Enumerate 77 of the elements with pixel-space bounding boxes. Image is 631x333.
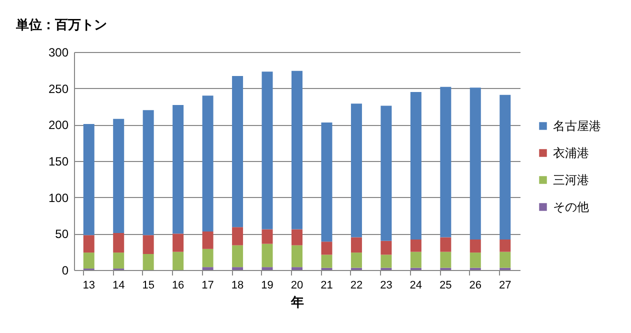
bar <box>172 234 184 252</box>
x-tick-label: 22 <box>350 280 363 292</box>
bar <box>500 94 511 240</box>
bar <box>142 110 154 236</box>
legend-label: その他 <box>553 200 589 214</box>
bar <box>350 252 362 268</box>
bar <box>440 86 452 238</box>
legend-label: 名古屋港 <box>553 119 601 133</box>
bar <box>202 231 214 249</box>
bar <box>292 229 302 246</box>
y-tick-label: 250 <box>48 82 69 96</box>
y-tick-label: 300 <box>48 46 69 60</box>
bar <box>113 118 124 233</box>
bar <box>232 245 244 268</box>
legend-label: 衣浦港 <box>553 146 589 160</box>
y-tick-label: 100 <box>48 190 69 205</box>
x-tick-label: 21 <box>320 280 333 292</box>
legend-label: 三河港 <box>553 173 589 187</box>
x-tick-label: 25 <box>440 280 452 292</box>
bar <box>440 252 452 268</box>
bar <box>113 252 124 269</box>
bar <box>262 244 273 268</box>
bar <box>202 267 214 270</box>
x-tick-label: 14 <box>112 280 125 292</box>
x-tick-label: 23 <box>380 280 392 292</box>
bar <box>380 240 392 255</box>
y-tick-label: 0 <box>62 264 69 278</box>
x-tick-label: 27 <box>499 280 512 292</box>
bar <box>83 124 94 236</box>
bar <box>172 105 184 234</box>
x-tick-label: 19 <box>261 280 274 292</box>
x-tick-label: 16 <box>172 280 184 292</box>
bar <box>232 267 244 270</box>
bar <box>321 122 332 242</box>
y-tick-label: 50 <box>55 227 69 242</box>
y-tick-label: 150 <box>48 154 69 168</box>
bar <box>142 235 154 254</box>
bar <box>262 267 273 270</box>
x-tick-label: 13 <box>82 280 95 292</box>
bar <box>470 252 481 268</box>
x-tick-label: 26 <box>469 280 482 292</box>
x-tick-label: 15 <box>142 280 154 292</box>
bar <box>262 72 273 230</box>
x-tick-label: 24 <box>410 280 422 292</box>
x-tick-label: 17 <box>202 280 214 292</box>
bar <box>113 232 124 253</box>
bar <box>500 239 511 252</box>
bar <box>440 237 452 252</box>
bar <box>350 237 362 253</box>
bar <box>83 252 94 269</box>
bar <box>202 248 214 268</box>
bar <box>292 267 302 270</box>
bar <box>410 92 422 240</box>
bar <box>292 245 302 268</box>
x-tick-label: 20 <box>290 280 304 292</box>
bar <box>142 254 154 270</box>
bar <box>172 252 184 270</box>
chart-title: 単位：百万トン <box>14 17 107 32</box>
bar <box>262 229 273 244</box>
bar <box>232 227 244 246</box>
bar <box>292 70 302 230</box>
bar <box>232 76 244 228</box>
bar <box>321 242 332 255</box>
bar <box>380 106 392 241</box>
bar <box>470 88 481 240</box>
x-axis-title: 年 <box>290 294 304 310</box>
x-tick-label: 18 <box>231 280 244 292</box>
bar <box>500 252 511 268</box>
y-tick-label: 200 <box>48 118 69 132</box>
bar <box>410 252 422 268</box>
bar <box>410 239 422 252</box>
bar <box>380 254 392 268</box>
bar <box>321 254 332 268</box>
bar <box>470 239 481 253</box>
bar <box>202 96 214 232</box>
bar <box>83 235 94 253</box>
bar <box>350 104 362 238</box>
